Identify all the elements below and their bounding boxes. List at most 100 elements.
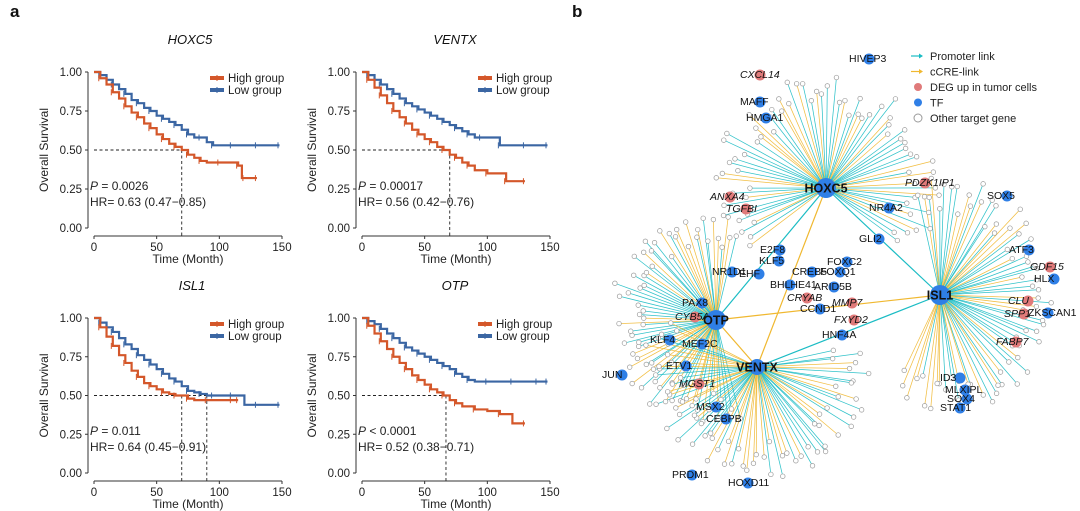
- target-node: [1023, 327, 1029, 334]
- gene-label: HLX: [1034, 273, 1054, 285]
- network-edge: [825, 187, 940, 196]
- gene-label: CREB5: [792, 266, 827, 278]
- network-edge: [825, 187, 908, 234]
- target-node: [612, 280, 618, 286]
- target-node: [664, 351, 671, 358]
- target-node: [936, 192, 942, 198]
- tf-node: [754, 96, 766, 108]
- network-edge: [755, 127, 827, 189]
- target-node: [637, 285, 643, 291]
- gene-label: ZKSCAN1: [1028, 307, 1077, 319]
- network-edge: [711, 366, 758, 439]
- network-edge: [756, 366, 770, 442]
- y-tick-label: 0.50: [328, 145, 350, 157]
- target-node: [718, 396, 724, 403]
- km-chart-isl1: ISL1 0.00 0.25 0.50 0.75 1.00 0 50 100 150 Time (M…: [37, 278, 292, 511]
- network-edge: [755, 366, 758, 455]
- target-node: [911, 180, 918, 187]
- target-node: [926, 209, 932, 216]
- network-edge: [939, 294, 997, 394]
- target-node: [920, 373, 926, 379]
- network-edge: [643, 310, 717, 321]
- x-tick-label: 100: [210, 487, 229, 499]
- target-node: [980, 181, 986, 187]
- target-node: [747, 234, 754, 240]
- target-node: [640, 308, 646, 314]
- network-edge: [715, 235, 737, 321]
- network-edge: [651, 265, 717, 321]
- target-node: [727, 234, 733, 241]
- target-node: [835, 394, 841, 400]
- target-node: [1014, 381, 1020, 387]
- network-edge: [756, 366, 802, 457]
- network-edge: [825, 114, 870, 189]
- network-edge: [675, 366, 758, 409]
- legend-label: Other target gene: [930, 113, 1016, 125]
- target-node: [719, 244, 725, 250]
- network-edge: [760, 136, 827, 189]
- target-node: [741, 151, 748, 158]
- target-node: [1006, 359, 1012, 365]
- tf-node: [954, 372, 966, 384]
- network-edge: [716, 177, 827, 189]
- network-edge: [671, 319, 717, 384]
- tf-node: [726, 266, 738, 278]
- target-node: [786, 100, 792, 107]
- target-node: [852, 360, 859, 366]
- network-edge: [936, 294, 941, 384]
- network-edge: [688, 246, 717, 321]
- network-edge: [723, 187, 827, 216]
- target-node: [824, 405, 830, 411]
- network-edge: [739, 187, 827, 221]
- tf-node: [616, 369, 628, 381]
- target-node: [784, 450, 790, 456]
- target-node: [736, 217, 742, 224]
- network-edge: [825, 98, 896, 189]
- network-edge: [939, 285, 1033, 296]
- tf-node: [1001, 190, 1013, 202]
- target-node: [761, 454, 767, 460]
- target-node: [982, 224, 988, 230]
- x-tick-label: 0: [359, 487, 365, 499]
- target-node: [702, 433, 708, 439]
- x-tick-label: 150: [272, 487, 291, 499]
- network-edge: [939, 294, 960, 401]
- y-tick-label: 0.75: [60, 352, 82, 364]
- network-edge: [680, 366, 758, 379]
- km-curve-low: [94, 70, 280, 147]
- network-edge: [715, 237, 731, 321]
- tf-node: [834, 266, 846, 278]
- network-edge: [939, 294, 1001, 373]
- y-tick-label: 0.00: [60, 468, 82, 480]
- target-node: [689, 402, 695, 409]
- network-edge: [731, 366, 758, 464]
- network-edge: [825, 133, 889, 189]
- legend-label: High group: [228, 319, 284, 331]
- network-edge: [939, 294, 1028, 373]
- target-node: [993, 203, 999, 209]
- network-edge: [675, 236, 717, 321]
- target-node: [669, 397, 675, 404]
- network-edge: [756, 366, 788, 454]
- target-node: [713, 175, 719, 181]
- network-edge: [742, 366, 758, 467]
- target-node: [1015, 354, 1021, 361]
- gene-label: HIVEP3: [849, 53, 887, 65]
- tf-node: [784, 279, 796, 291]
- network-edge: [825, 187, 916, 198]
- network-edge: [738, 366, 758, 449]
- network-edge: [717, 366, 758, 450]
- hub-link: [715, 187, 827, 321]
- network-edge: [939, 255, 1027, 296]
- target-node: [669, 253, 675, 260]
- target-node: [668, 359, 675, 366]
- network-edge: [825, 187, 911, 215]
- target-node: [948, 375, 955, 381]
- network-edge: [734, 158, 827, 189]
- network-edge: [694, 366, 758, 416]
- network-edge: [939, 294, 984, 396]
- deg-node: [724, 191, 736, 203]
- target-node: [707, 430, 714, 436]
- network-edge: [939, 294, 960, 382]
